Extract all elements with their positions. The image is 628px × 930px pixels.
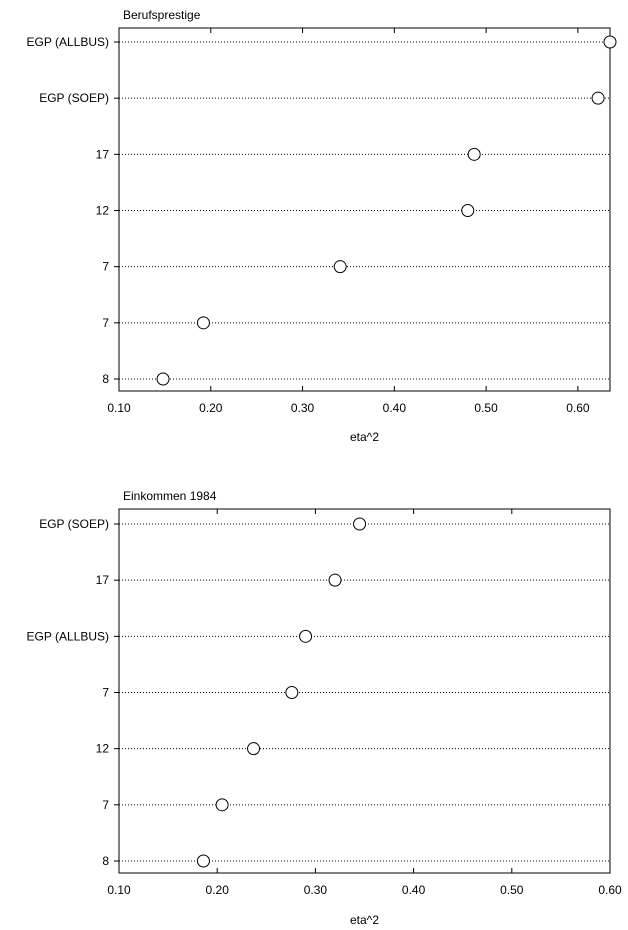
- plot-frame: [118, 27, 611, 392]
- data-point: [353, 517, 367, 531]
- x-tick-label: 0.60: [598, 883, 622, 897]
- data-point: [603, 35, 617, 49]
- category-label: 12: [96, 204, 110, 218]
- x-tick-label: 0.40: [402, 883, 426, 897]
- data-point: [461, 204, 475, 217]
- category-label: 7: [102, 316, 109, 330]
- data-point: [328, 573, 342, 587]
- data-point: [247, 742, 261, 756]
- x-tick-label: 0.50: [500, 883, 524, 897]
- x-tick-label: 0.30: [291, 401, 315, 415]
- x-tick-label: 0.10: [107, 401, 131, 415]
- x-tick-label: 0.30: [304, 883, 328, 897]
- category-label: 17: [96, 573, 110, 587]
- category-label: EGP (ALLBUS): [27, 629, 109, 643]
- x-tick-label: 0.10: [107, 883, 131, 897]
- category-label: 7: [102, 798, 109, 812]
- x-tick-label: 0.20: [199, 401, 223, 415]
- category-label: EGP (SOEP): [39, 517, 109, 531]
- category-label: 12: [96, 742, 110, 756]
- category-label: 8: [102, 854, 109, 868]
- data-point: [215, 798, 229, 812]
- x-tick-label: 0.60: [566, 401, 590, 415]
- category-label: 17: [96, 147, 110, 161]
- category-label: EGP (ALLBUS): [27, 35, 109, 49]
- x-tick-label: 0.20: [206, 883, 230, 897]
- chart-title: Berufsprestige: [123, 8, 201, 22]
- data-point: [285, 686, 299, 699]
- category-label: EGP (SOEP): [39, 91, 109, 105]
- chart-panel-2: Einkommen 1984 0.10 0.20 0.30 0.40 0.50 0.60 et…: [27, 489, 622, 927]
- data-point: [333, 260, 347, 274]
- x-axis-label: eta^2: [350, 913, 379, 927]
- data-point: [156, 372, 170, 386]
- data-point: [196, 316, 210, 330]
- category-label: 7: [102, 260, 109, 274]
- chart-panel-1: Berufsprestige 0.10 0.20 0.30 0.40 0.50 0.60 et…: [27, 8, 617, 444]
- x-tick-label: 0.40: [383, 401, 407, 415]
- chart-title: Einkommen 1984: [123, 489, 217, 503]
- category-label: 7: [102, 686, 109, 700]
- category-label: 8: [102, 372, 109, 386]
- data-point: [591, 91, 605, 105]
- x-tick-label: 0.50: [474, 401, 498, 415]
- x-axis-label: eta^2: [350, 430, 379, 444]
- data-point: [196, 854, 210, 868]
- data-point: [299, 629, 313, 643]
- data-point: [467, 147, 481, 161]
- plot-frame: [118, 508, 611, 874]
